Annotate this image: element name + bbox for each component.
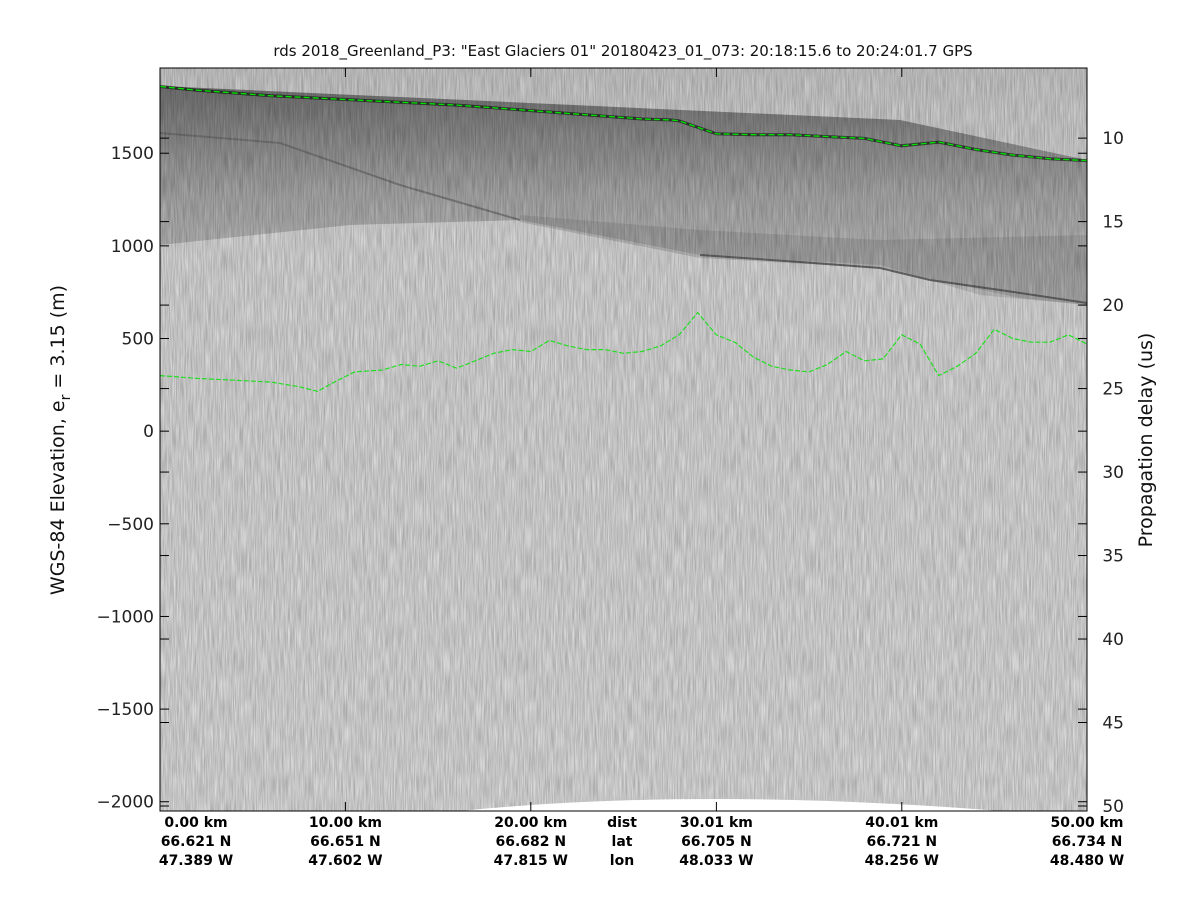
left-tick-label: 500 [122, 330, 154, 350]
x-tick-lat-label: 66.651 N [310, 834, 381, 850]
x-tick-dist-label: 0.00 km [164, 815, 227, 831]
left-tick-label: −500 [107, 515, 154, 535]
right-tick-label: 50 [1102, 797, 1124, 817]
right-tick-label: 30 [1102, 463, 1124, 483]
left-tick-label: 1000 [111, 237, 154, 257]
surface-layer [160, 85, 1087, 163]
row-label-lon: lon [610, 853, 634, 869]
x-tick-dist-label: 20.00 km [494, 815, 567, 831]
x-tick-lon-label: 47.815 W [494, 853, 568, 869]
right-tick-label: 20 [1102, 296, 1124, 316]
x-tick-lon-label: 48.256 W [865, 853, 939, 869]
radar-image [160, 68, 1087, 811]
radar-bottom-edge [460, 799, 1000, 811]
x-tick-lon-label: 48.480 W [1050, 853, 1124, 869]
x-tick-lat-label: 66.705 N [681, 834, 752, 850]
bottom-layer [160, 311, 1087, 392]
x-tick-lon-label: 47.602 W [308, 853, 382, 869]
bottom-line [160, 311, 1087, 392]
plot-frame [159, 67, 1088, 812]
left-tick-label: −2000 [96, 793, 154, 813]
x-tick-lat-label: 66.721 N [866, 834, 937, 850]
x-tick-dist-label: 30.01 km [680, 815, 753, 831]
left-tick-label: −1500 [96, 700, 154, 720]
right-tick-label: 40 [1102, 630, 1124, 650]
x-tick-dist-label: 50.00 km [1050, 815, 1123, 831]
right-tick-label: 45 [1102, 714, 1124, 734]
right-y-axis: 10 15 20 25 30 35 40 45 50 [160, 129, 1124, 817]
left-tick-label: 1500 [111, 144, 154, 164]
left-axis-label-subscript: r [58, 394, 74, 400]
chart-title: rds 2018_Greenland_P3: "East Glaciers 01… [273, 42, 972, 61]
right-tick-label: 35 [1102, 547, 1124, 567]
surface-line [160, 85, 1087, 162]
x-tick-lat-label: 66.734 N [1052, 834, 1123, 850]
left-y-axis: 1500 1000 500 0 −500 −1000 −1500 −2000 [96, 144, 1087, 813]
x-tick-dist-label: 10.00 km [309, 815, 382, 831]
x-tick-dist-label: 40.01 km [865, 815, 938, 831]
left-tick-label: 0 [143, 422, 154, 442]
radar-speckle [160, 68, 1087, 811]
row-label-lat: lat [612, 834, 633, 850]
x-tick-lat-label: 66.621 N [161, 834, 232, 850]
right-tick-label: 15 [1102, 213, 1124, 233]
x-tick-lon-label: 47.389 W [159, 853, 233, 869]
right-tick-label: 25 [1102, 380, 1124, 400]
left-axis-label-main: WGS-84 Elevation, e [47, 400, 69, 595]
right-axis-label: Propagation delay (us) [1135, 333, 1157, 548]
x-tick-lat-label: 66.682 N [495, 834, 566, 850]
left-tick-label: −1000 [96, 607, 154, 627]
right-tick-label: 10 [1102, 129, 1124, 149]
row-label-dist: dist [607, 815, 637, 831]
left-axis-label: WGS-84 Elevation, er = 3.15 (m) [47, 285, 74, 595]
x-axis: 0.00 km 66.621 N 47.389 W 10.00 km 66.651 N 4… [159, 68, 1124, 869]
left-axis-label-tail: = 3.15 (m) [47, 285, 69, 395]
x-tick-lon-label: 48.033 W [679, 853, 753, 869]
